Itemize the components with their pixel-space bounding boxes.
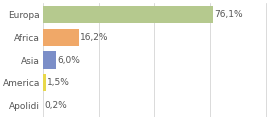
Bar	[43, 29, 79, 46]
Bar	[43, 74, 46, 91]
Text: 16,2%: 16,2%	[80, 33, 109, 42]
Bar	[43, 6, 213, 23]
Text: 76,1%: 76,1%	[214, 10, 242, 19]
Text: 1,5%: 1,5%	[47, 78, 70, 87]
Text: 0,2%: 0,2%	[45, 101, 67, 110]
Text: 6,0%: 6,0%	[57, 55, 80, 65]
Bar	[43, 51, 56, 69]
